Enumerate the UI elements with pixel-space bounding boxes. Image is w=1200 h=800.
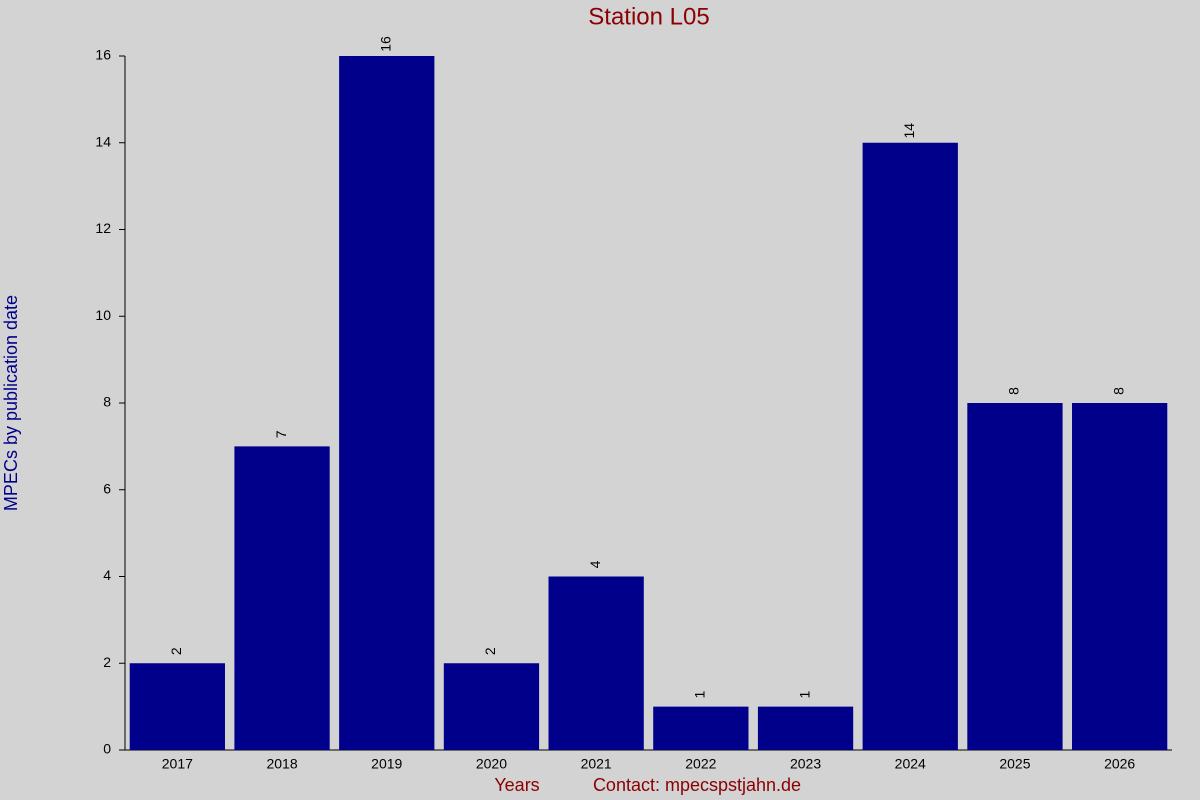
bar (967, 403, 1063, 750)
x-tick-label: 2017 (162, 756, 193, 772)
y-tick-label: 12 (95, 220, 111, 236)
x-tick-label: 2024 (895, 756, 926, 772)
y-tick-label: 2 (103, 654, 111, 670)
bar (443, 663, 540, 750)
x-tick-label: 2019 (371, 756, 402, 772)
bar (339, 56, 435, 750)
x-axis-label: Years (494, 775, 539, 795)
y-tick-label: 14 (95, 133, 111, 149)
x-tick-label: 2020 (476, 756, 507, 772)
y-tick-label: 4 (103, 567, 111, 583)
y-tick-label: 8 (103, 394, 111, 410)
bar (548, 576, 644, 750)
y-tick-label: 0 (103, 741, 111, 757)
value-label: 2 (482, 647, 498, 655)
bar (129, 663, 225, 750)
bar (234, 446, 330, 750)
bar (1072, 403, 1168, 750)
y-tick-label: 16 (95, 47, 111, 63)
x-tick-label: 2026 (1104, 756, 1135, 772)
contact: Contact: mpecspstjahn.de (593, 775, 801, 795)
value-label: 8 (1006, 387, 1022, 395)
x-tick-label: 2018 (266, 756, 297, 772)
y-axis-label: MPECs by publication date (1, 295, 21, 511)
value-label: 16 (377, 36, 393, 52)
bar (862, 142, 958, 750)
chart-title: Station L05 (588, 3, 709, 30)
y-tick-label: 6 (103, 480, 111, 496)
value-label: 8 (1110, 387, 1126, 395)
bar (653, 706, 749, 750)
value-label: 4 (587, 560, 603, 568)
x-tick-label: 2023 (790, 756, 821, 772)
value-label: 7 (273, 430, 289, 438)
x-tick-label: 2022 (685, 756, 716, 772)
y-tick-label: 10 (95, 307, 111, 323)
value-label: 14 (901, 123, 917, 139)
value-label: 1 (796, 691, 812, 699)
x-tick-label: 2025 (999, 756, 1030, 772)
bar (757, 706, 854, 750)
value-label: 2 (168, 647, 184, 655)
x-tick-label: 2021 (581, 756, 612, 772)
value-label: 1 (692, 691, 708, 699)
